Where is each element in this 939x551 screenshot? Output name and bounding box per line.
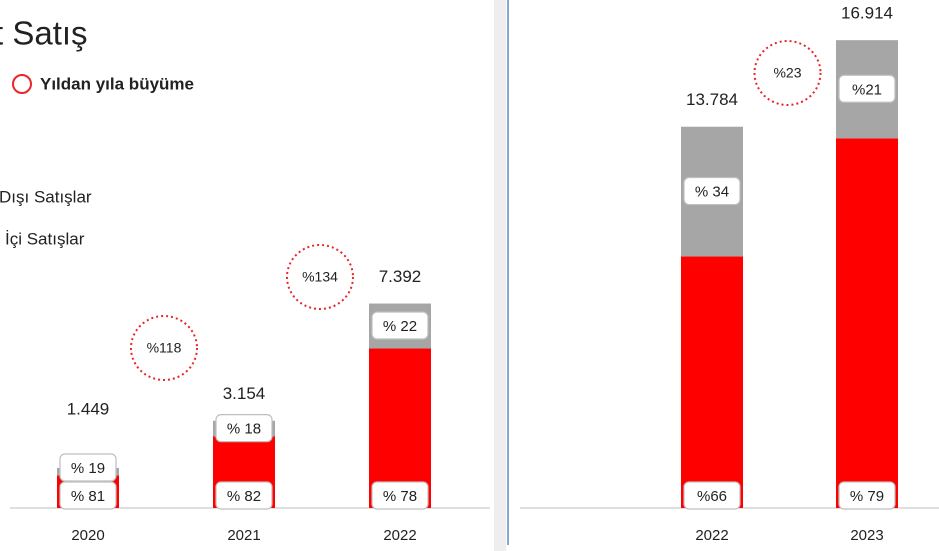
x-tick-label: 2021	[227, 527, 260, 544]
growth-marker	[286, 244, 354, 310]
legend-export: Dışı Satışlar	[0, 187, 92, 206]
percent-label: % 81	[71, 488, 105, 505]
growth-label: %118	[147, 340, 182, 356]
growth-label: %23	[773, 65, 801, 81]
percent-label-box	[838, 74, 896, 103]
percent-label-box	[371, 481, 429, 510]
percent-label-box	[683, 176, 741, 206]
total-label: 16.914	[841, 4, 893, 23]
total-label: 3.154	[223, 384, 266, 403]
percent-label: %66	[697, 488, 727, 505]
total-label: 13.784	[686, 90, 738, 109]
total-label: 7.392	[379, 267, 422, 286]
growth-marker	[753, 40, 822, 106]
percent-label-box	[371, 311, 429, 340]
percent-label: % 82	[227, 488, 261, 505]
percent-label-box	[59, 481, 117, 510]
percent-label: % 34	[695, 184, 729, 201]
percent-label: % 78	[383, 488, 417, 505]
x-tick-label: 2020	[71, 527, 104, 544]
percent-label: %21	[852, 81, 882, 98]
growth-marker	[130, 315, 198, 381]
percent-label-box	[215, 414, 273, 443]
percent-label-box	[59, 453, 117, 482]
growth-label: %134	[302, 269, 338, 285]
total-label: 1.449	[67, 399, 110, 418]
bar-segment	[836, 138, 898, 508]
legend-growth: Yıldan yıla büyüme	[40, 74, 194, 93]
percent-label-box	[683, 481, 741, 510]
percent-label: % 22	[383, 318, 417, 335]
legend-domestic: İçi Satışlar	[5, 229, 85, 248]
percent-label: % 79	[850, 488, 884, 505]
x-tick-label: 2022	[695, 527, 728, 544]
x-tick-label: 2022	[383, 527, 416, 544]
title: t Satış	[0, 15, 88, 52]
x-tick-label: 2023	[850, 527, 883, 544]
growth-legend-marker	[12, 74, 32, 94]
percent-label-box	[215, 481, 273, 510]
percent-label: % 18	[227, 421, 261, 438]
bar-segment	[681, 256, 743, 508]
percent-label-box	[838, 481, 896, 510]
divider-shadow	[494, 0, 506, 551]
percent-label: % 19	[71, 460, 105, 477]
